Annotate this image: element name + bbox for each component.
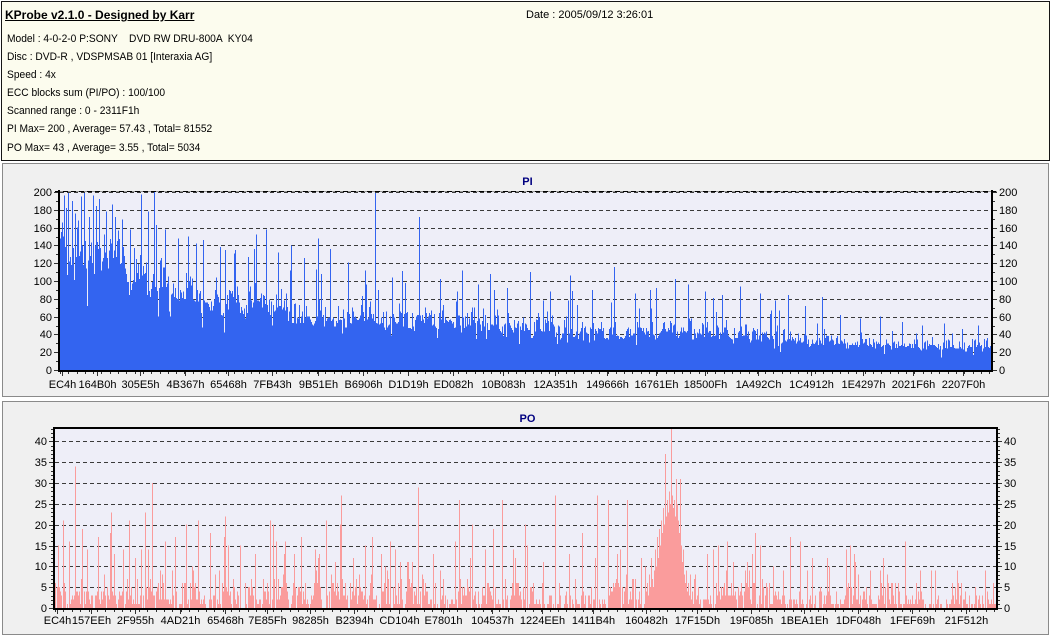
pi-chart-panel — [2, 163, 1049, 397]
po-chart-panel — [2, 401, 1049, 635]
header-panel: KProbe v2.1.0 - Designed by Karr Date : … — [1, 1, 1050, 161]
info-line-0: Model : 4-0-2-0 P:SONY DVD RW DRU-800A K… — [7, 32, 253, 45]
info-line-4: Scanned range : 0 - 2311F1h — [7, 105, 140, 118]
scan-date: Date : 2005/09/12 3:26:01 — [526, 9, 654, 21]
info-line-5: PI Max= 200 , Average= 57.43 , Total= 81… — [7, 123, 213, 136]
app-title: KProbe v2.1.0 - Designed by Karr — [5, 8, 195, 22]
info-line-6: PO Max= 43 , Average= 3.55 , Total= 5034 — [7, 141, 201, 154]
info-line-2: Speed : 4x — [7, 68, 56, 81]
info-line-1: Disc : DVD-R , VDSPMSAB 01 [Interaxia AG… — [7, 50, 213, 63]
scan-info: Model : 4-0-2-0 P:SONY DVD RW DRU-800A K… — [7, 30, 253, 157]
info-line-3: ECC blocks sum (PI/PO) : 100/100 — [7, 87, 166, 100]
